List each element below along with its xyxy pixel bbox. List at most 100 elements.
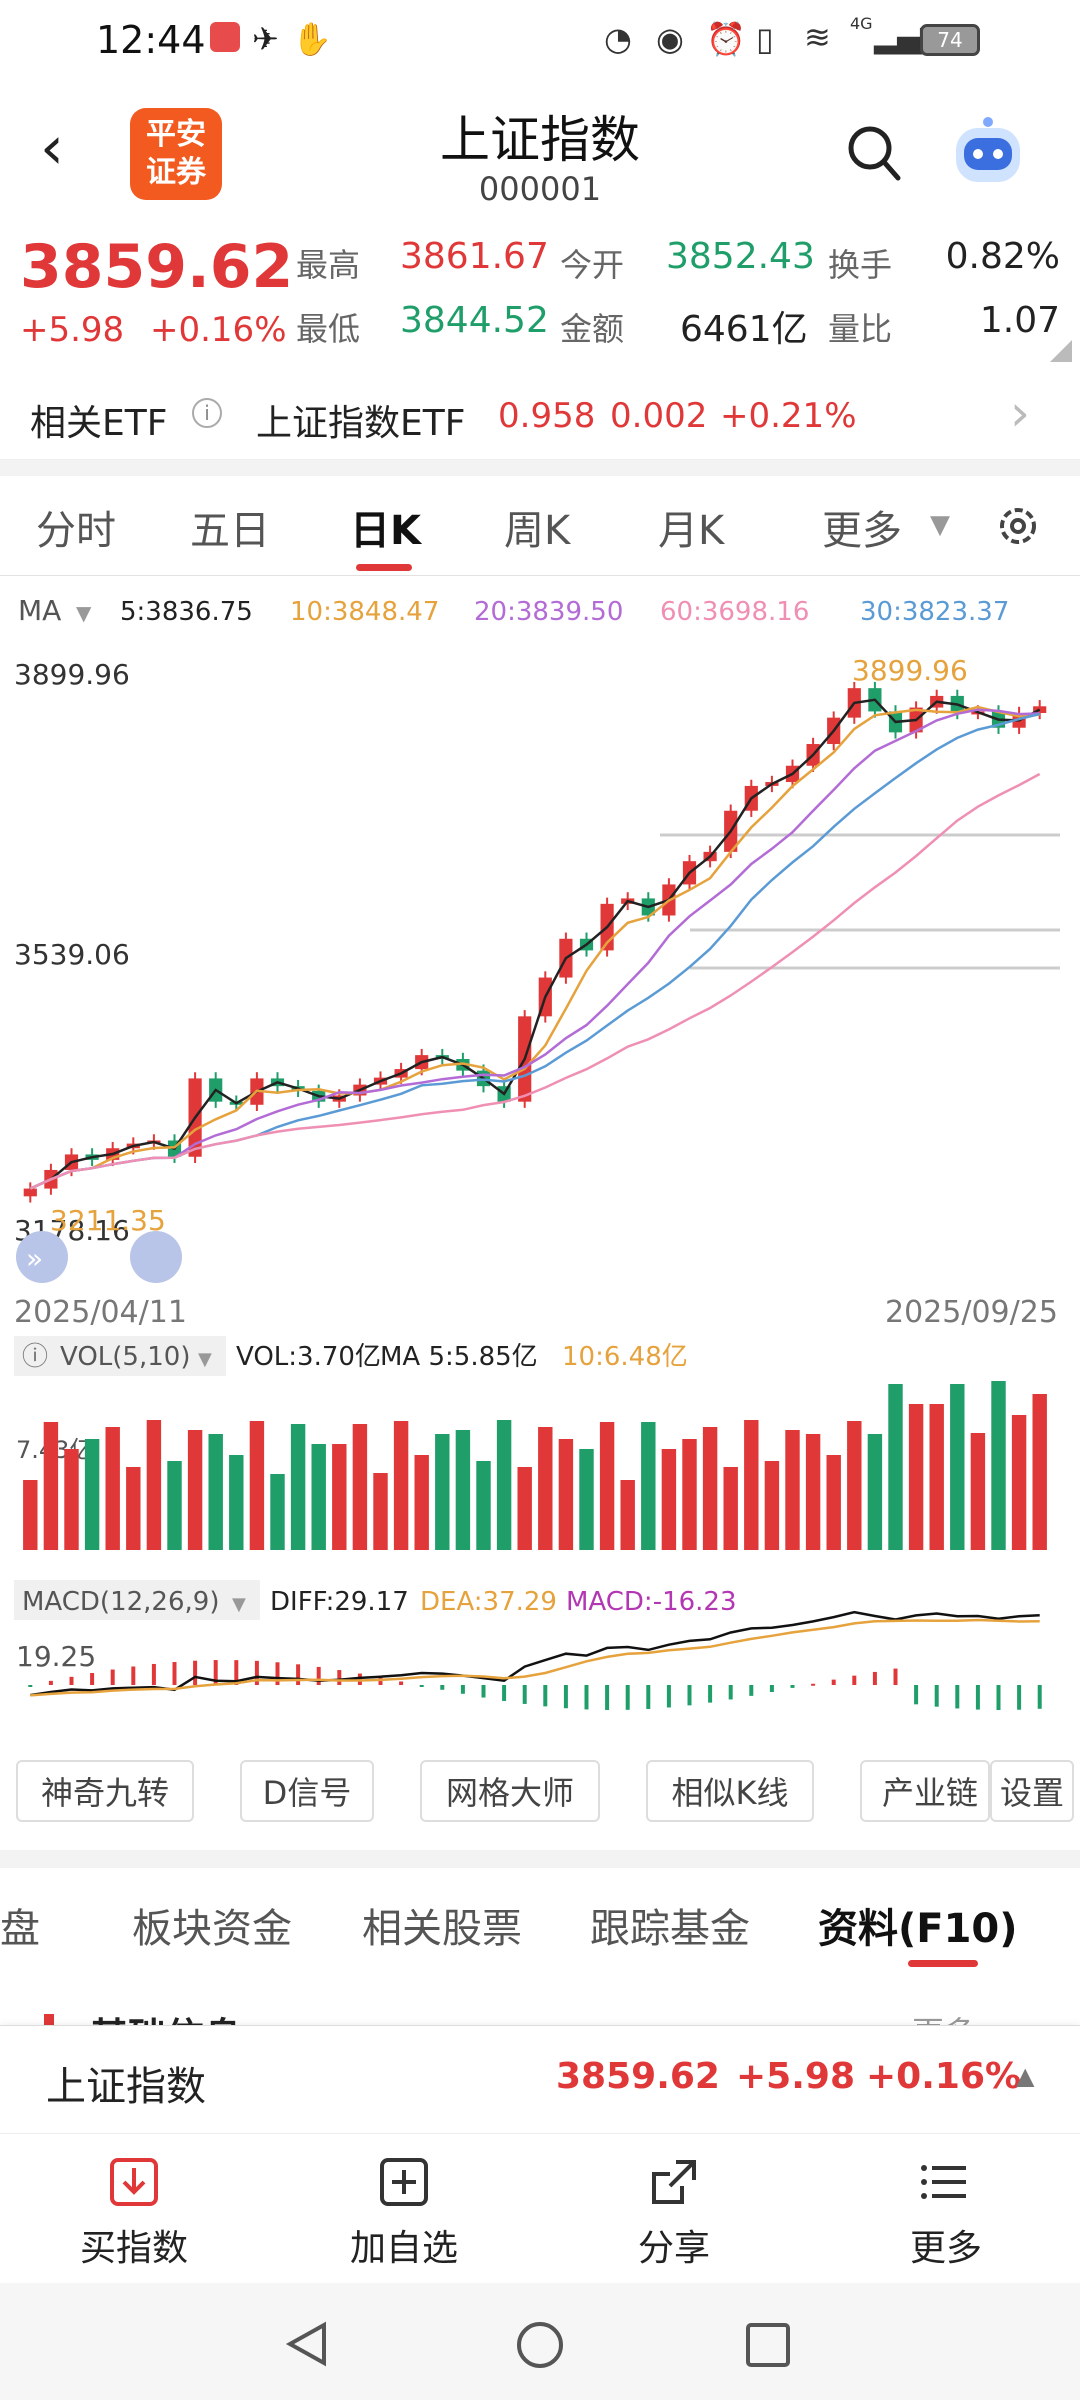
macd-bar: [872, 1671, 877, 1685]
ma60-value: 60:3698.16: [660, 597, 809, 627]
low-value: 3844.52: [400, 300, 549, 341]
macd-bar: [28, 1685, 33, 1687]
share-button[interactable]: 分享: [594, 2154, 754, 2271]
volume-bar: [620, 1480, 635, 1550]
nav-home-icon[interactable]: [514, 2319, 566, 2371]
vol-value: VOL:3.70亿: [236, 1342, 381, 1372]
macd-bar: [975, 1685, 980, 1710]
expand-corner-icon[interactable]: [1050, 340, 1072, 362]
tab-more[interactable]: 更多: [822, 508, 902, 554]
amount-label: 金额: [560, 310, 625, 348]
nine-turn-button[interactable]: 神奇九转: [16, 1760, 194, 1822]
more-button[interactable]: 更多: [866, 2154, 1026, 2271]
volume-bar: [723, 1467, 738, 1550]
volume-bar: [744, 1420, 759, 1550]
min-price-marker: 3211.35: [50, 1204, 166, 1237]
macd-bar: [90, 1673, 95, 1685]
volume-bar: [435, 1434, 450, 1550]
high-value: 3861.67: [400, 236, 549, 277]
open-label: 今开: [560, 246, 625, 284]
tab-profile-f10[interactable]: 资料(F10): [818, 1906, 1018, 1952]
pinned-quote-bar[interactable]: 上证指数 3859.62 +5.98 +0.16% ▲: [0, 2025, 1080, 2133]
ma20-line: [29, 708, 1040, 1190]
vol-indicator-selector[interactable]: [14, 1336, 226, 1376]
macd-label: MACD(12,26,9): [22, 1587, 219, 1617]
back-icon[interactable]: ‹: [40, 113, 64, 183]
tab-monthly-k[interactable]: 月K: [658, 508, 725, 554]
tab-sector-funds[interactable]: 板块资金: [132, 1906, 292, 1952]
volume-bar: [1011, 1415, 1027, 1550]
section-title: 基础信息: [90, 2006, 242, 2025]
related-etf-row[interactable]: 相关ETF i 上证指数ETF 0.958 0.002 +0.21% ›: [0, 370, 1080, 460]
macd-bar: [708, 1685, 713, 1703]
macd-bar: [296, 1664, 301, 1685]
diff-line: [30, 1610, 1040, 1697]
similar-kline-button[interactable]: 相似K线: [646, 1760, 814, 1822]
macd-diff: DIFF:29.17: [270, 1587, 409, 1617]
macd-bar: [749, 1685, 754, 1696]
macd-bar: [831, 1679, 836, 1685]
broker-logo[interactable]: 平安 证券: [130, 108, 222, 200]
industry-chain-button[interactable]: 产业链: [860, 1760, 990, 1822]
gear-icon[interactable]: [994, 502, 1042, 550]
grid-master-button[interactable]: 网格大师: [420, 1760, 600, 1822]
tab-tracking-funds[interactable]: 跟踪基金: [590, 1906, 750, 1952]
add-watchlist-button[interactable]: 加自选: [324, 2154, 484, 2271]
volume-bar: [187, 1430, 203, 1550]
tab-intraday[interactable]: 分时: [36, 508, 116, 554]
buy-index-label: 买指数: [79, 2228, 188, 2269]
macd-axis-label: 19.25: [16, 1640, 96, 1673]
tab-watch[interactable]: 盯盘: [0, 1906, 40, 1952]
volume-bar: [599, 1422, 615, 1550]
index-code: 000001: [478, 170, 602, 208]
more-label: 更多: [909, 2228, 982, 2269]
fullscreen-icon[interactable]: [130, 1231, 182, 1283]
etf-change-pct: +0.21%: [720, 396, 857, 436]
macd-value: MACD:-16.23: [566, 1587, 737, 1617]
vol-label: VOL(5,10): [60, 1342, 190, 1372]
info-icon[interactable]: i: [192, 398, 222, 428]
d-signal-button[interactable]: D信号: [240, 1760, 374, 1822]
macd-bar: [131, 1666, 136, 1685]
search-icon[interactable]: [846, 124, 902, 184]
tab-related-stocks[interactable]: 相关股票: [362, 1906, 522, 1952]
nav-recents-icon[interactable]: [744, 2321, 792, 2369]
high-label: 最高: [296, 246, 361, 284]
ma10-line: [29, 705, 1040, 1190]
volume-bar: [641, 1422, 656, 1550]
volume-bar: [558, 1439, 574, 1550]
volume-bar: [393, 1421, 409, 1550]
section-more-link[interactable]: 更多: [912, 2008, 976, 2025]
active-tab-indicator: [356, 564, 412, 571]
kline-chart[interactable]: MA ▼ 5:3836.75 10:3848.47 20:3839.50 60:…: [0, 580, 1080, 1750]
tab-daily-k[interactable]: 日K: [350, 508, 421, 554]
page-title: 上证指数: [440, 111, 640, 169]
volume-bar: [805, 1434, 821, 1550]
macd-bar: [48, 1680, 53, 1685]
ma-caret-icon[interactable]: ▼: [76, 601, 92, 625]
ma10-value: 10:3848.47: [290, 597, 439, 627]
axis-high: 3899.96: [14, 658, 130, 691]
price-change: +5.98: [20, 310, 125, 350]
share-icon: [652, 2160, 696, 2204]
amount-value: 6461亿: [680, 309, 808, 350]
buy-index-button[interactable]: 买指数: [54, 2154, 214, 2271]
volume-bar: [229, 1455, 244, 1550]
volume-bar: [43, 1422, 59, 1550]
volume-bar: [929, 1404, 944, 1550]
collapse-left-icon[interactable]: [16, 1231, 68, 1283]
macd-indicator-selector[interactable]: [14, 1580, 260, 1620]
volume-bar: [105, 1427, 120, 1550]
pinned-change: +5.98: [736, 2056, 855, 2097]
settings-button[interactable]: 设置: [990, 1760, 1074, 1822]
alarm-icon: ⏰: [706, 20, 746, 58]
tab-weekly-k[interactable]: 周K: [504, 508, 571, 554]
robot-assistant-icon[interactable]: [948, 114, 1028, 190]
nav-back-icon[interactable]: [282, 2319, 332, 2369]
ma5-value: 5:3836.75: [120, 597, 253, 627]
start-date: 2025/04/11: [14, 1295, 187, 1330]
notification-icon: [210, 22, 240, 52]
tab-five-day[interactable]: 五日: [190, 508, 270, 554]
pinned-name: 上证指数: [46, 2064, 206, 2110]
open-value: 3852.43: [666, 236, 815, 277]
